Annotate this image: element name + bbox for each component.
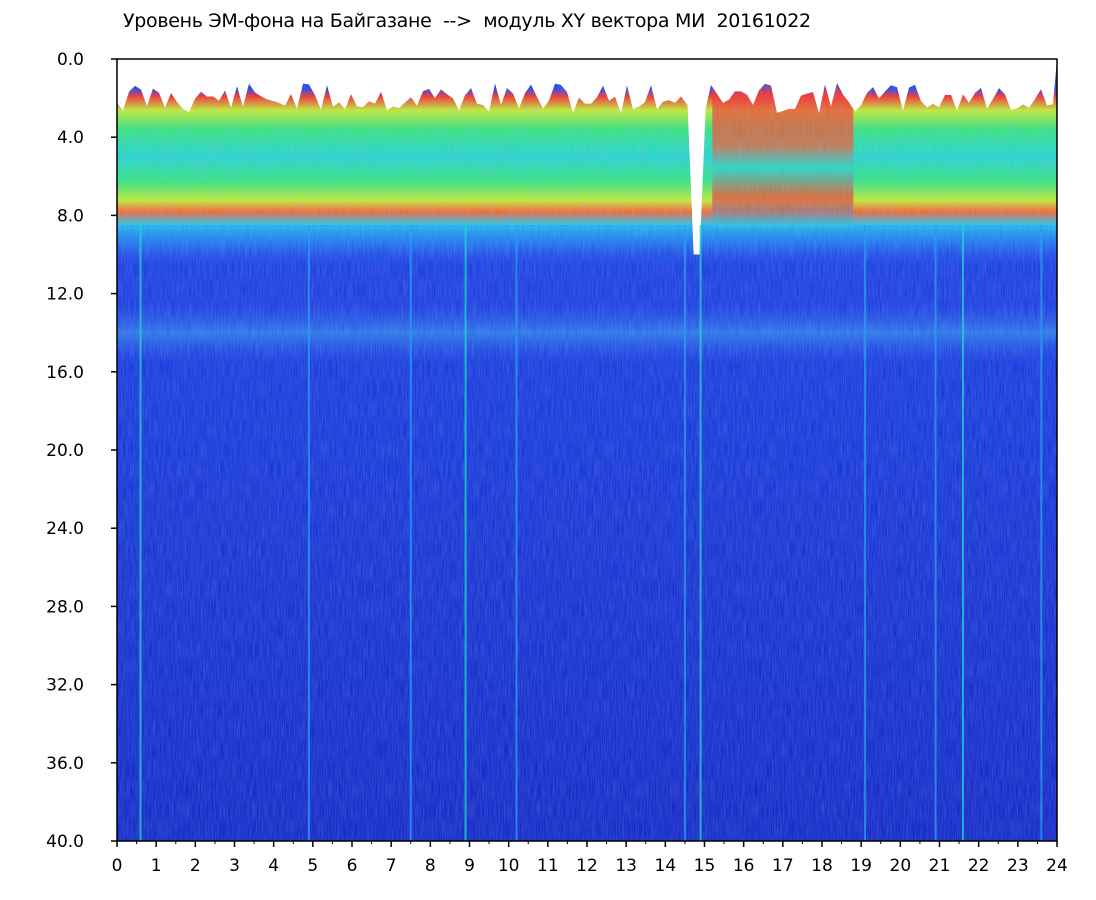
y-tick-label: 8.0 xyxy=(57,206,84,226)
y-tick-label: 4.0 xyxy=(57,128,84,148)
x-tick-label: 24 xyxy=(1046,856,1068,876)
heatmap-gap xyxy=(685,59,708,255)
y-tick-label: 20.0 xyxy=(46,441,84,461)
x-tick-label: 4 xyxy=(268,856,279,876)
y-tick-label: 0.0 xyxy=(57,50,84,70)
x-tick-label: 23 xyxy=(1007,856,1029,876)
x-tick-label: 20 xyxy=(890,856,912,876)
x-tick-label: 15 xyxy=(694,856,716,876)
x-tick-label: 22 xyxy=(968,856,990,876)
x-tick-label: 18 xyxy=(811,856,833,876)
heatmap-texture xyxy=(117,59,1057,841)
x-tick-label: 21 xyxy=(929,856,951,876)
x-tick-label: 2 xyxy=(190,856,201,876)
x-tick-label: 9 xyxy=(464,856,475,876)
x-axis: 0 1 2 3 4 5 6 7 8 9 10 11 12 13 14 15 16 17 18 19 20 21 22 23 24 xyxy=(112,841,1068,876)
y-tick-label: 36.0 xyxy=(46,754,84,774)
plot-area xyxy=(116,58,1058,842)
x-tick-label: 12 xyxy=(576,856,598,876)
x-tick-label: 3 xyxy=(229,856,240,876)
y-tick-label: 24.0 xyxy=(46,519,84,539)
x-tick-label: 13 xyxy=(615,856,637,876)
y-tick-label: 32.0 xyxy=(46,676,84,696)
x-tick-label: 7 xyxy=(386,856,397,876)
y-tick-label: 28.0 xyxy=(46,597,84,617)
y-tick-label: 16.0 xyxy=(46,363,84,383)
x-tick-label: 1 xyxy=(151,856,162,876)
x-tick-label: 5 xyxy=(307,856,318,876)
y-axis: 0.0 4.0 8.0 12.0 16.0 20.0 24.0 28.0 32.0 36.0 40.… xyxy=(46,50,117,852)
x-tick-label: 0 xyxy=(112,856,123,876)
x-tick-label: 16 xyxy=(733,856,755,876)
x-tick-label: 10 xyxy=(498,856,520,876)
y-tick-label: 40.0 xyxy=(46,832,84,852)
x-tick-label: 17 xyxy=(772,856,794,876)
x-tick-label: 19 xyxy=(850,856,872,876)
x-tick-label: 6 xyxy=(347,856,358,876)
x-tick-label: 14 xyxy=(655,856,677,876)
x-tick-label: 11 xyxy=(537,856,559,876)
heatmap-top-edge xyxy=(117,59,1057,114)
y-tick-label: 12.0 xyxy=(46,285,84,305)
chart-title: Уровень ЭМ-фона на Байгазане --> модуль … xyxy=(123,10,811,32)
x-tick-label: 8 xyxy=(425,856,436,876)
